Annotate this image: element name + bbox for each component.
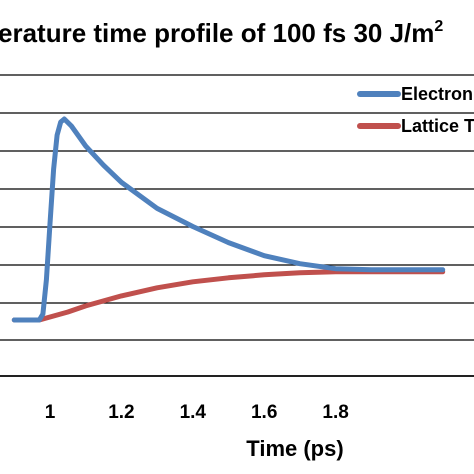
x-tick-label: 1.4	[180, 402, 207, 423]
x-tick-label: 1.6	[251, 402, 277, 423]
chart-title-superscript: 2	[434, 18, 443, 35]
chart-title-main: erature time profile of 100 fs 30 J/m	[0, 18, 434, 48]
x-axis-label: Time (ps)	[246, 436, 343, 461]
legend-label: Electron	[401, 84, 473, 104]
legend-label: Lattice T	[401, 116, 474, 136]
gridlines	[0, 74, 474, 341]
series-layer	[11, 116, 446, 323]
x-tick-label: 1	[45, 402, 56, 423]
series-line-lattice-t	[11, 269, 446, 323]
legend: Electron Lattice T	[357, 84, 474, 136]
x-tick-labels: 1 1.2 1.4 1.6 1.8	[45, 402, 349, 423]
x-tick-label: 1.2	[108, 402, 134, 423]
series-line-electron	[11, 116, 446, 323]
chart-title: erature time profile of 100 fs 30 J/m2	[0, 18, 443, 48]
x-tick-label: 1.8	[322, 402, 348, 423]
